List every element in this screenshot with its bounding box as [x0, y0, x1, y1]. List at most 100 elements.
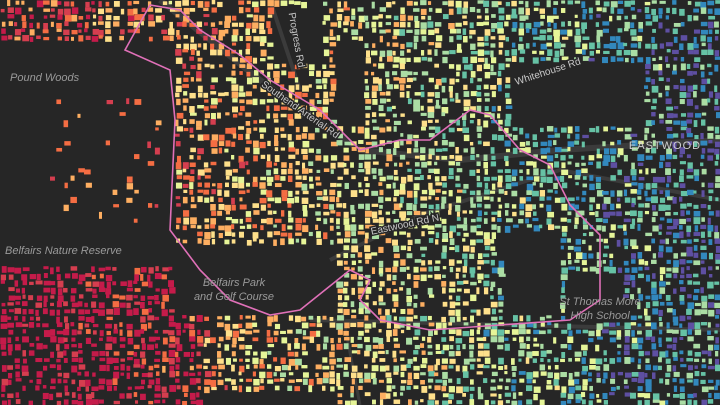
- building: [476, 182, 483, 188]
- building: [491, 91, 496, 98]
- building: [406, 84, 411, 89]
- building: [245, 161, 249, 166]
- building: [56, 316, 60, 324]
- building: [218, 225, 225, 231]
- building: [477, 36, 484, 41]
- building: [421, 161, 428, 168]
- building: [22, 385, 26, 391]
- building: [126, 98, 130, 105]
- building: [400, 329, 405, 334]
- building: [7, 372, 13, 379]
- building: [581, 344, 588, 351]
- building: [575, 238, 582, 245]
- building: [644, 308, 648, 316]
- building: [372, 43, 376, 48]
- building: [385, 162, 389, 167]
- building: [197, 1, 204, 8]
- building: [399, 162, 403, 167]
- building: [210, 337, 216, 344]
- building: [631, 218, 636, 226]
- building: [476, 98, 482, 102]
- building: [596, 35, 601, 43]
- building: [393, 84, 399, 89]
- building: [133, 8, 138, 15]
- building: [456, 316, 461, 322]
- building: [246, 63, 253, 70]
- building: [7, 0, 11, 7]
- building: [553, 1, 559, 5]
- building: [470, 147, 475, 154]
- building: [218, 372, 222, 377]
- building: [308, 385, 313, 393]
- building: [350, 322, 357, 328]
- building: [232, 29, 239, 36]
- building: [637, 364, 641, 370]
- building: [708, 29, 713, 35]
- building: [92, 8, 96, 13]
- building: [294, 351, 299, 357]
- building: [673, 393, 680, 398]
- building: [491, 134, 498, 141]
- building: [484, 182, 489, 189]
- building: [344, 400, 351, 405]
- building: [169, 35, 174, 42]
- building: [189, 155, 194, 160]
- building: [147, 344, 154, 350]
- map-label: and Golf Course: [194, 291, 274, 303]
- building: [694, 57, 701, 62]
- building: [232, 133, 237, 139]
- building: [427, 336, 432, 343]
- building: [147, 161, 155, 166]
- building: [686, 119, 693, 124]
- building: [610, 36, 616, 42]
- building: [64, 15, 72, 22]
- building: [574, 57, 580, 63]
- building: [238, 134, 244, 141]
- building: [183, 71, 191, 76]
- building: [666, 183, 670, 188]
- building: [400, 308, 406, 314]
- building: [644, 393, 651, 399]
- building: [316, 323, 323, 328]
- building: [392, 113, 397, 118]
- building: [631, 372, 639, 377]
- building: [623, 42, 628, 47]
- building: [155, 336, 161, 341]
- building: [603, 350, 607, 356]
- building: [582, 134, 589, 139]
- building: [15, 364, 20, 369]
- building: [666, 175, 672, 183]
- building: [518, 7, 525, 15]
- building: [386, 91, 391, 96]
- building: [175, 57, 183, 64]
- building: [658, 343, 662, 348]
- building: [546, 57, 551, 61]
- building: [43, 8, 50, 12]
- building: [134, 99, 142, 105]
- building: [43, 280, 51, 286]
- building: [715, 0, 720, 4]
- building: [427, 21, 434, 28]
- building: [385, 197, 392, 202]
- building: [575, 49, 583, 54]
- building: [715, 253, 720, 261]
- building: [203, 343, 207, 347]
- building: [337, 315, 344, 321]
- building: [602, 190, 609, 195]
- building: [421, 120, 428, 127]
- building: [659, 239, 666, 244]
- building: [182, 84, 189, 88]
- building: [224, 315, 231, 321]
- building: [154, 316, 160, 321]
- building: [477, 393, 484, 400]
- building: [413, 35, 419, 42]
- building: [672, 70, 677, 75]
- building: [196, 28, 203, 34]
- building: [624, 211, 632, 216]
- building: [372, 98, 378, 105]
- building: [364, 92, 370, 99]
- building: [378, 182, 383, 186]
- building: [63, 337, 68, 342]
- building: [434, 168, 440, 174]
- building: [49, 364, 56, 369]
